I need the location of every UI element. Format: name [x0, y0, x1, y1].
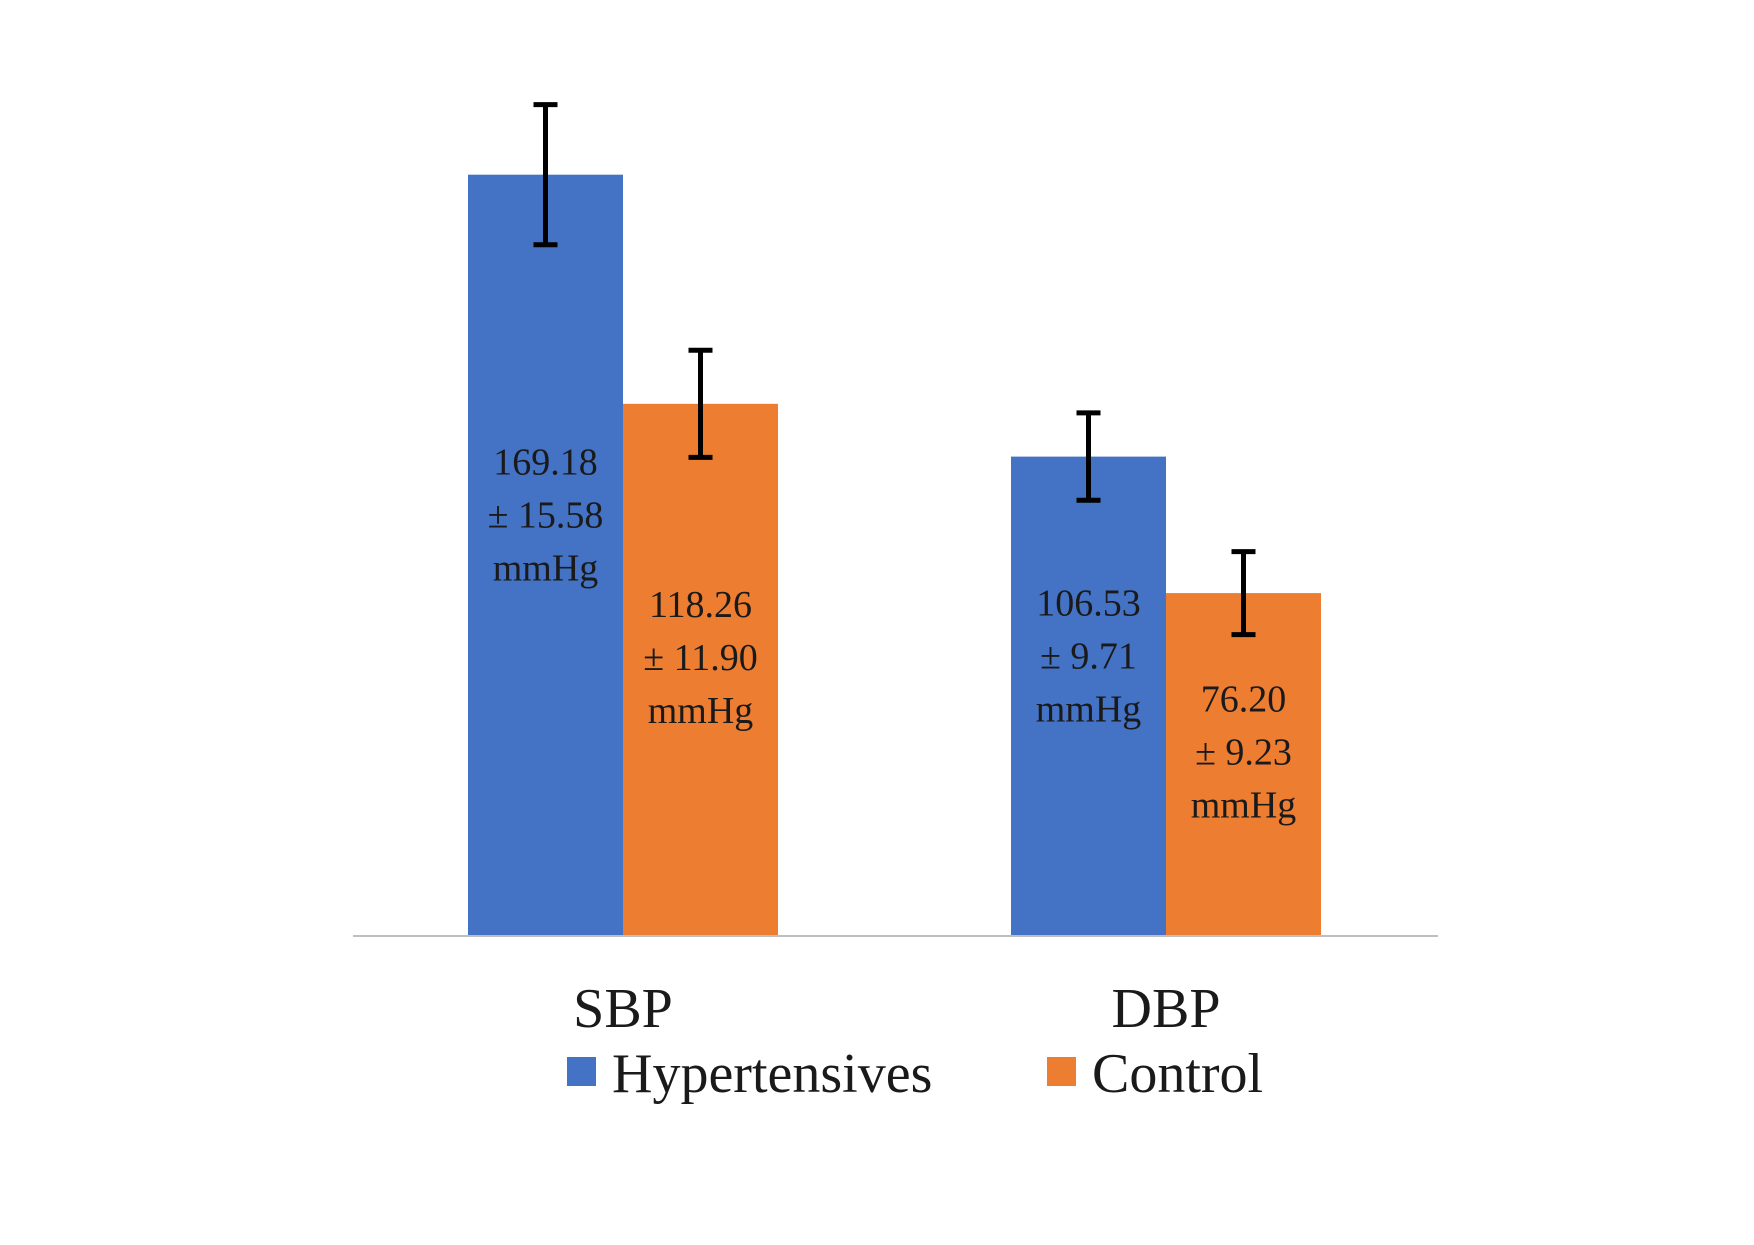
data-label-hypertensives-dbp-line-2: ± 9.71	[1040, 635, 1137, 677]
legend-swatch-hypertensives	[567, 1057, 596, 1086]
category-label-sbp: SBP	[573, 978, 673, 1040]
data-label-control-sbp-line-2: ± 11.90	[643, 637, 757, 679]
data-label-control-dbp-line-2: ± 9.23	[1195, 732, 1292, 774]
error-bar-hypertensives-sbp	[533, 102, 558, 248]
legend-swatch-control	[1047, 1057, 1076, 1086]
legend-label-control: Control	[1092, 1043, 1263, 1105]
bar-hypertensives-dbp	[1011, 456, 1166, 936]
data-label-hypertensives-dbp-line-1: 106.53	[1036, 582, 1141, 624]
data-label-control-dbp-line-3: mmHg	[1191, 785, 1297, 827]
error-bar-control-dbp	[1231, 549, 1256, 638]
data-label-control-sbp-line-1: 118.26	[649, 584, 752, 626]
data-labels-layer: 169.18 ± 15.58 mmHg 118.26 ± 11.90 mmHg 106.53…	[488, 441, 1297, 826]
data-label-hypertensives-sbp-line-3: mmHg	[493, 547, 599, 589]
legend: Hypertensives Control	[567, 1043, 1263, 1105]
data-label-hypertensives-sbp-line-1: 169.18	[493, 441, 598, 483]
bar-control-sbp	[623, 403, 778, 937]
error-bar-control-sbp	[688, 347, 713, 460]
bar-hypertensives-sbp	[468, 174, 623, 936]
legend-label-hypertensives: Hypertensives	[612, 1043, 932, 1105]
bars-layer	[468, 174, 1321, 937]
error-bar-hypertensives-dbp	[1076, 410, 1101, 503]
data-label-control-sbp-line-3: mmHg	[648, 690, 754, 732]
category-label-dbp: DBP	[1112, 978, 1221, 1040]
data-label-hypertensives-dbp-line-3: mmHg	[1036, 688, 1142, 730]
category-labels-layer: SBP DBP	[573, 978, 1220, 1040]
data-label-control-dbp-line-1: 76.20	[1201, 679, 1287, 721]
error-bars-layer	[533, 102, 1256, 638]
data-label-hypertensives-sbp-line-2: ± 15.58	[488, 494, 604, 536]
bar-control-dbp	[1166, 593, 1321, 936]
